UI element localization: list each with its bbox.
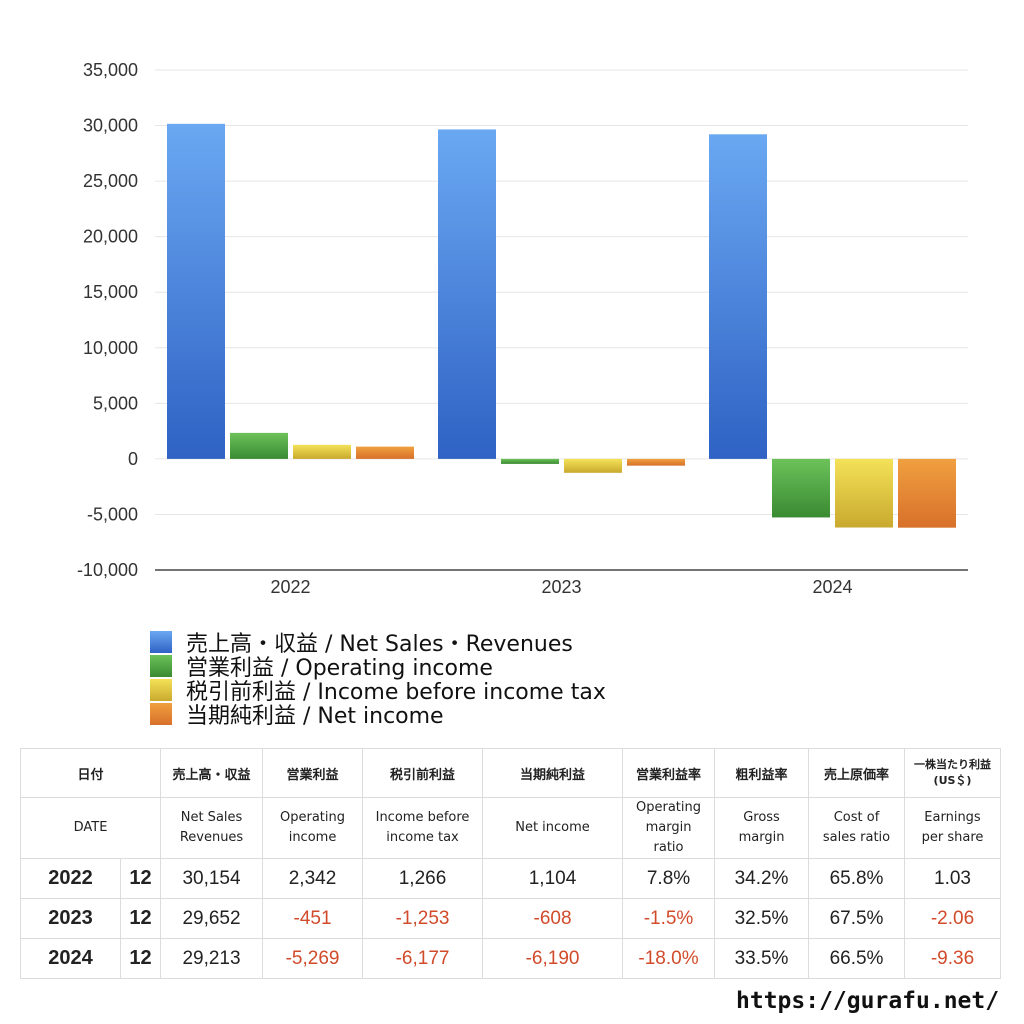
bar-2023-series-2 <box>564 458 622 473</box>
legend-swatch <box>150 679 172 701</box>
legend-label: 営業利益 / Operating income <box>186 656 493 681</box>
bar-2023-series-3 <box>627 458 685 466</box>
y-tick-label: 0 <box>128 449 138 469</box>
table-cell: 30,154 <box>160 858 264 899</box>
y-tick-label: 30,000 <box>83 116 138 136</box>
row-month: 12 <box>119 938 162 979</box>
table-cell: 1,266 <box>362 858 484 899</box>
y-tick-label: 10,000 <box>83 338 138 358</box>
y-axis-ticks: 35,000 30,000 25,000 20,000 15,000 10,000 5,00… <box>77 60 138 580</box>
table-cell: 1,104 <box>482 858 624 899</box>
bars <box>167 123 956 528</box>
header-eps-jp: 一株当たり利益 (US＄) <box>904 748 1002 798</box>
table-cell: 2,342 <box>262 858 364 899</box>
header-date-jp: 日付 <box>19 748 162 798</box>
y-tick-label: 35,000 <box>83 60 138 80</box>
legend-item: 税引前利益 / Income before income tax <box>150 678 606 705</box>
table-cell: -451 <box>262 898 364 939</box>
legend-swatch <box>150 703 172 725</box>
header-net-jp: 当期純利益 <box>482 748 624 798</box>
bar-2023-series-0 <box>438 129 496 459</box>
y-tick-label: 15,000 <box>83 282 138 302</box>
table-cell: 65.8% <box>808 858 906 899</box>
bar-2023-series-1 <box>501 458 559 464</box>
grid-lines <box>155 69 968 571</box>
bar-2022-series-2 <box>293 444 351 459</box>
table-cell: -18.0% <box>622 938 716 979</box>
header-gross-en: Gross margin <box>714 797 810 859</box>
header-cost-en: Cost of sales ratio <box>808 797 906 859</box>
table-cell: -1.5% <box>622 898 716 939</box>
table-cell: -6,177 <box>362 938 484 979</box>
legend-label: 当期純利益 / Net income <box>186 704 444 729</box>
row-year: 2022 <box>20 858 121 899</box>
legend: 売上高・収益 / Net Sales・Revenues 営業利益 / Operat… <box>150 630 606 729</box>
row-year: 2024 <box>20 938 121 979</box>
row-month: 12 <box>119 858 162 899</box>
bar-2022-series-0 <box>167 123 225 459</box>
header-opmargin-en: Operating margin ratio <box>622 797 716 859</box>
y-tick-label: 5,000 <box>93 393 138 413</box>
header-gross-jp: 粗利益率 <box>714 748 810 798</box>
table-cell: 66.5% <box>808 938 906 979</box>
table-cell: 7.8% <box>622 858 716 899</box>
table-row: 2024 12 29,213 -5,269 -6,177 -6,190 -18.0% 33.5… <box>20 938 1002 979</box>
site-url: https://gurafu.net/ <box>736 988 1000 1014</box>
financial-table: 日付 売上高・収益 営業利益 税引前利益 当期純利益 営業利益率 粗利益率 売上… <box>19 748 1002 979</box>
header-eps-en: Earnings per share <box>904 797 1002 859</box>
header-sales-jp: 売上高・収益 <box>160 748 264 798</box>
table-cell: -6,190 <box>482 938 624 979</box>
table-row: 2022 12 30,154 2,342 1,266 1,104 7.8% 34.2% 65.8… <box>20 858 1002 899</box>
bar-chart: 35,000 30,000 25,000 20,000 15,000 10,000 5,00… <box>77 60 968 597</box>
bar-2024-series-1 <box>772 458 830 518</box>
legend-item: 営業利益 / Operating income <box>150 654 606 681</box>
bar-2022-series-3 <box>356 446 414 459</box>
header-pretax-en: Income before income tax <box>362 797 484 859</box>
table-cell: 32.5% <box>714 898 810 939</box>
header-sales-en: Net Sales Revenues <box>160 797 264 859</box>
x-tick-label: 2024 <box>812 577 852 597</box>
bar-2024-series-2 <box>835 458 893 528</box>
legend-item: 売上高・収益 / Net Sales・Revenues <box>150 630 606 657</box>
table-cell: 34.2% <box>714 858 810 899</box>
y-tick-label: -5,000 <box>87 504 138 524</box>
table-row: 2023 12 29,652 -451 -1,253 -608 -1.5% 32.5% 67.5… <box>20 898 1002 939</box>
table-cell: 67.5% <box>808 898 906 939</box>
header-row-jp: 日付 売上高・収益 営業利益 税引前利益 当期純利益 営業利益率 粗利益率 売上… <box>19 748 1002 798</box>
row-month: 12 <box>119 898 162 939</box>
legend-item: 当期純利益 / Net income <box>150 702 606 729</box>
legend-swatch <box>150 655 172 677</box>
y-tick-label: -10,000 <box>77 560 138 580</box>
legend-swatch <box>150 631 172 653</box>
header-operating-en: Operating income <box>262 797 364 859</box>
y-tick-label: 25,000 <box>83 171 138 191</box>
table-cell: -5,269 <box>262 938 364 979</box>
bar-2022-series-1 <box>230 432 288 459</box>
table-cell: 1.03 <box>904 858 1002 899</box>
table-cell: 33.5% <box>714 938 810 979</box>
table-cell: -9.36 <box>904 938 1002 979</box>
x-tick-label: 2022 <box>270 577 310 597</box>
table-cell: -608 <box>482 898 624 939</box>
x-tick-label: 2023 <box>541 577 581 597</box>
table-cell: 29,652 <box>160 898 264 939</box>
header-row-en: DATE Net Sales Revenues Operating income… <box>19 797 1002 859</box>
y-tick-label: 20,000 <box>83 227 138 247</box>
bar-2024-series-0 <box>709 134 767 459</box>
x-axis-labels: 2022 2023 2024 <box>270 577 852 597</box>
legend-label: 税引前利益 / Income before income tax <box>186 680 606 705</box>
table-cell: 29,213 <box>160 938 264 979</box>
table-cell: -1,253 <box>362 898 484 939</box>
header-pretax-jp: 税引前利益 <box>362 748 484 798</box>
header-date-en: DATE <box>19 797 162 859</box>
header-cost-jp: 売上原価率 <box>808 748 906 798</box>
header-operating-jp: 営業利益 <box>262 748 364 798</box>
header-opmargin-jp: 営業利益率 <box>622 748 716 798</box>
header-net-en: Net income <box>482 797 624 859</box>
bar-2024-series-3 <box>898 458 956 528</box>
table-cell: -2.06 <box>904 898 1002 939</box>
legend-label: 売上高・収益 / Net Sales・Revenues <box>186 632 573 657</box>
row-year: 2023 <box>20 898 121 939</box>
